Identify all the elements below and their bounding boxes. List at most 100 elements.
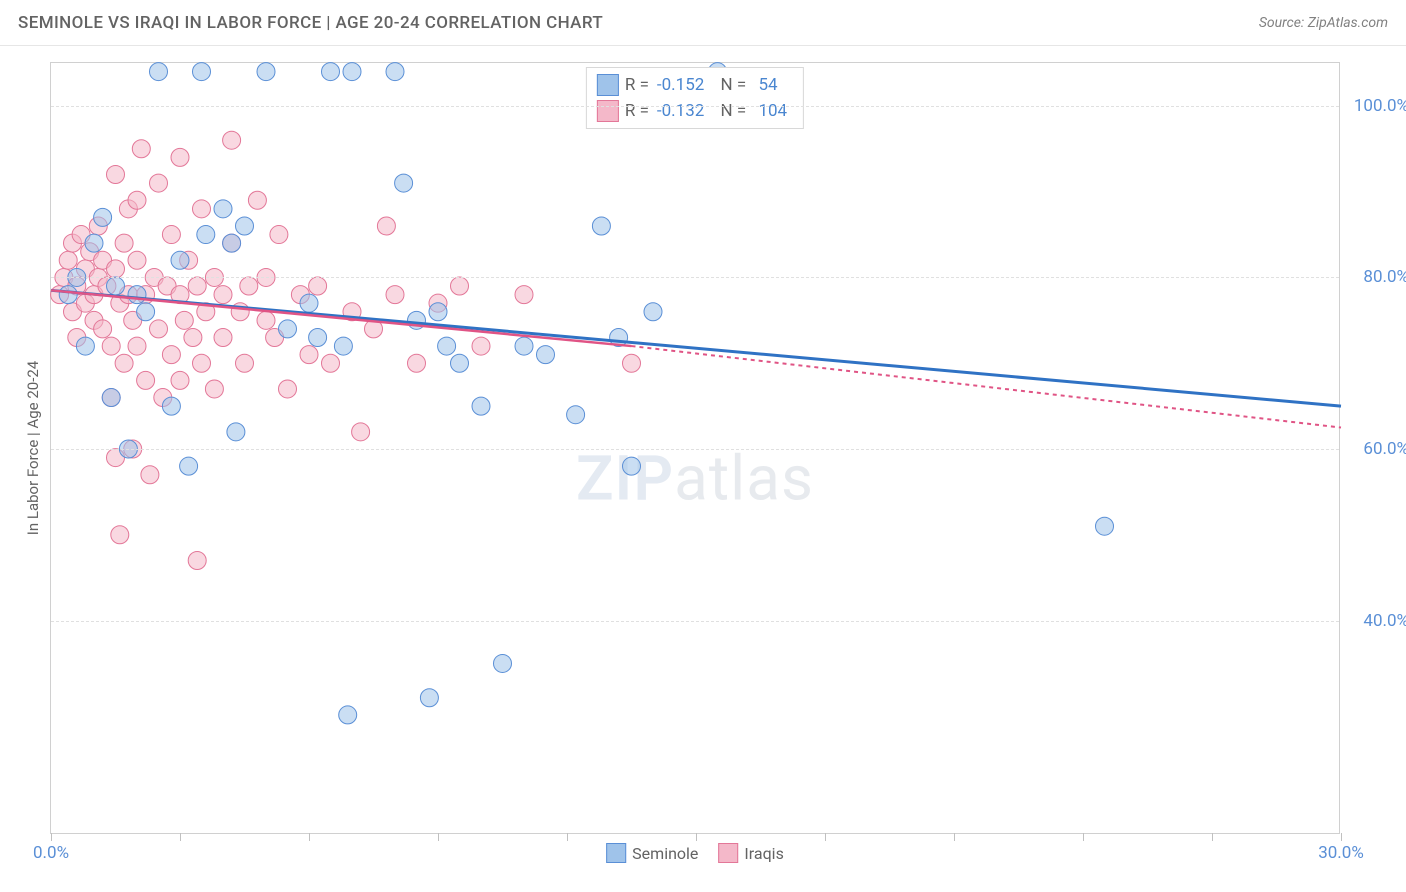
data-point xyxy=(128,286,146,304)
data-point xyxy=(214,200,232,218)
legend-swatch xyxy=(606,843,626,863)
data-point xyxy=(175,311,193,329)
y-tick-label: 80.0% xyxy=(1363,267,1406,287)
data-point xyxy=(171,371,189,389)
x-tick xyxy=(180,833,181,841)
x-tick xyxy=(825,833,826,841)
data-point xyxy=(162,226,180,244)
series-legend: Seminole Iraqis xyxy=(606,843,784,863)
data-point xyxy=(94,320,112,338)
data-point xyxy=(236,354,254,372)
x-tick xyxy=(567,833,568,841)
legend-r-label: R = xyxy=(625,72,649,98)
data-point xyxy=(94,208,112,226)
data-point xyxy=(188,277,206,295)
legend-series-name: Seminole xyxy=(632,844,698,863)
data-point xyxy=(644,303,662,321)
data-point xyxy=(111,526,129,544)
x-tick-label: 0.0% xyxy=(33,843,69,863)
x-tick xyxy=(1341,833,1342,841)
data-point xyxy=(309,277,327,295)
series-legend-item: Seminole xyxy=(606,843,698,863)
header: SEMINOLE VS IRAQI IN LABOR FORCE | AGE 2… xyxy=(0,0,1406,46)
data-point xyxy=(279,380,297,398)
data-point xyxy=(395,174,413,192)
data-point xyxy=(128,191,146,209)
data-point xyxy=(137,303,155,321)
data-point xyxy=(205,380,223,398)
data-point xyxy=(188,552,206,570)
y-tick-label: 40.0% xyxy=(1363,611,1406,631)
data-point xyxy=(300,346,318,364)
data-point xyxy=(257,63,275,81)
series-legend-item: Iraqis xyxy=(718,843,783,863)
data-point xyxy=(300,294,318,312)
legend-n-value: 104 xyxy=(754,98,787,124)
data-point xyxy=(236,217,254,235)
data-point xyxy=(1096,517,1114,535)
data-point xyxy=(115,234,133,252)
data-point xyxy=(150,320,168,338)
data-point xyxy=(408,354,426,372)
data-point xyxy=(567,406,585,424)
y-axis-label: In Labor Force | Age 20-24 xyxy=(24,361,42,535)
data-point xyxy=(102,337,120,355)
scatter-svg xyxy=(51,63,1339,833)
chart-title: SEMINOLE VS IRAQI IN LABOR FORCE | AGE 2… xyxy=(18,13,603,33)
data-point xyxy=(85,234,103,252)
data-point xyxy=(248,191,266,209)
data-point xyxy=(334,337,352,355)
x-tick xyxy=(438,833,439,841)
data-point xyxy=(107,277,125,295)
data-point xyxy=(128,337,146,355)
data-point xyxy=(309,328,327,346)
legend-r-value: -0.132 xyxy=(657,98,704,124)
data-point xyxy=(214,328,232,346)
legend-r-value: -0.152 xyxy=(657,72,704,98)
data-point xyxy=(451,277,469,295)
data-point xyxy=(107,260,125,278)
data-point xyxy=(339,706,357,724)
data-point xyxy=(386,63,404,81)
data-point xyxy=(451,354,469,372)
x-tick xyxy=(1212,833,1213,841)
legend-n-value: 54 xyxy=(754,72,777,98)
data-point xyxy=(438,337,456,355)
y-tick-label: 60.0% xyxy=(1363,439,1406,459)
data-point xyxy=(214,286,232,304)
y-tick-label: 100.0% xyxy=(1354,96,1406,116)
data-point xyxy=(257,311,275,329)
legend-swatch xyxy=(718,843,738,863)
data-point xyxy=(420,689,438,707)
data-point xyxy=(515,337,533,355)
data-point xyxy=(227,423,245,441)
data-point xyxy=(240,277,258,295)
data-point xyxy=(352,423,370,441)
data-point xyxy=(171,251,189,269)
data-point xyxy=(197,226,215,244)
data-point xyxy=(322,354,340,372)
data-point xyxy=(223,131,241,149)
data-point xyxy=(102,389,120,407)
correlation-legend-row: R =-0.152 N = 54 xyxy=(597,72,793,98)
data-point xyxy=(132,140,150,158)
data-point xyxy=(429,303,447,321)
regression-line-dashed xyxy=(632,346,1342,427)
data-point xyxy=(472,397,490,415)
data-point xyxy=(162,397,180,415)
data-point xyxy=(180,457,198,475)
data-point xyxy=(386,286,404,304)
data-point xyxy=(150,63,168,81)
data-point xyxy=(128,251,146,269)
data-point xyxy=(59,251,77,269)
data-point xyxy=(377,217,395,235)
source-link[interactable]: ZipAtlas.com xyxy=(1308,15,1388,31)
data-point xyxy=(223,234,241,252)
gridline-horizontal xyxy=(51,277,1339,278)
data-point xyxy=(115,354,133,372)
x-tick-label: 30.0% xyxy=(1318,843,1364,863)
legend-series-name: Iraqis xyxy=(744,844,783,863)
data-point xyxy=(171,148,189,166)
data-point xyxy=(107,166,125,184)
correlation-legend-row: R =-0.132 N = 104 xyxy=(597,98,793,124)
